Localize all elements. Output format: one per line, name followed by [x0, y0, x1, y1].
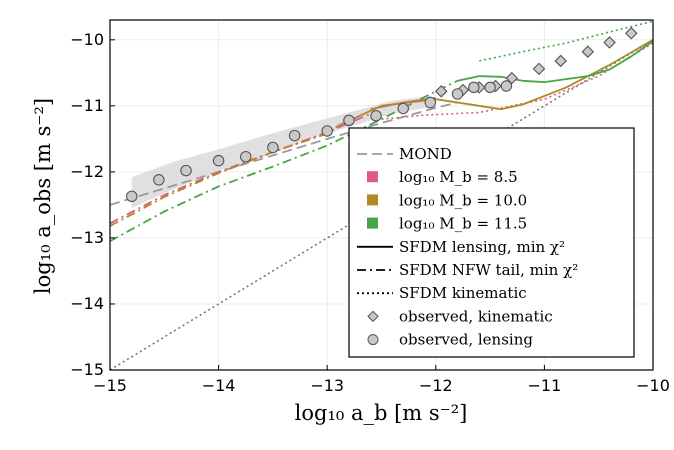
kinematic-point-9 [625, 26, 638, 40]
lensing-point-12 [451, 88, 464, 100]
x-tick-label-3: −12 [419, 376, 453, 395]
legend-label-0: MOND [399, 145, 452, 163]
legend-label-5: SFDM NFW tail, min χ² [399, 261, 578, 279]
series-line-1 [109, 39, 654, 371]
lensing-point-2 [180, 164, 192, 177]
legend-swatch-3 [367, 217, 378, 229]
legend-swatch-1 [367, 171, 378, 183]
lensing-point-4 [240, 150, 252, 163]
lensing-point-7 [321, 125, 333, 137]
uncertainty-band [131, 95, 431, 209]
kinematic-point-8 [603, 36, 616, 49]
uncertainty-band-group [131, 95, 431, 209]
legend-box [348, 127, 635, 358]
kinematic-point-5 [532, 62, 546, 76]
kinematic-point-7 [581, 45, 595, 58]
legend-label-7: observed, kinematic [399, 307, 553, 325]
kinematic-point-6 [554, 54, 567, 68]
x-tick-label-2: −13 [310, 376, 344, 395]
x-tick-label-1: −14 [202, 376, 236, 395]
x-axis-label: log₁₀ a_b [m s⁻²] [295, 401, 468, 425]
legend-swatch-2 [367, 194, 378, 206]
series-lines [109, 20, 654, 371]
y-tick-label-3: −12 [70, 162, 104, 181]
lensing-point-15 [500, 80, 513, 92]
lensing-point-3 [212, 154, 225, 167]
lensing-point-14 [484, 81, 496, 94]
series-line-3 [109, 112, 371, 225]
y-tick-label-2: −13 [70, 228, 104, 247]
legend-diamond-7 [367, 310, 379, 323]
y-tick-label-4: −11 [70, 96, 104, 115]
y-tick-label-1: −14 [70, 294, 104, 313]
legend-label-8: observed, lensing [399, 331, 533, 349]
y-tick-label-0: −15 [70, 360, 104, 379]
x-tick-label-5: −10 [636, 376, 670, 395]
legend-label-1: log₁₀ M_b = 8.5 [399, 168, 518, 186]
lensing-point-10 [397, 102, 409, 115]
axis-ticks: −15 −14 −13 −12 −11 −10 −15 −14 −13 −12 −11 −10 [70, 30, 670, 395]
series-line-0 [109, 101, 458, 206]
x-tick-label-0: −15 [93, 376, 127, 395]
kinematic-point-0 [434, 85, 448, 98]
x-tick-label-4: −11 [528, 376, 562, 395]
lensing-point-8 [343, 114, 355, 127]
legend-label-3: log₁₀ M_b = 11.5 [399, 215, 527, 233]
lensing-point-13 [468, 81, 480, 94]
y-tick-label-5: −10 [70, 30, 104, 49]
kinematic-point-4 [505, 71, 519, 85]
lensing-point-5 [267, 141, 279, 154]
legend: MOND log₁₀ M_b = 8.5 log₁₀ M_b = 10.0 log₁₀… [348, 127, 635, 358]
lensing-point-6 [288, 129, 301, 142]
lensing-point-0 [125, 190, 138, 203]
legend-label-4: SFDM lensing, min χ² [399, 238, 565, 256]
lensing-point-1 [153, 174, 165, 186]
legend-circle-8 [367, 334, 379, 346]
legend-label-2: log₁₀ M_b = 10.0 [399, 191, 527, 209]
y-axis-label: log₁₀ a_obs [m s⁻²] [31, 98, 55, 294]
observed-markers [125, 26, 638, 203]
plot-frame [109, 19, 654, 371]
series-line-4 [381, 42, 654, 120]
legend-label-6: SFDM kinematic [399, 284, 527, 302]
lensing-point-9 [370, 110, 382, 122]
lensing-point-11 [424, 96, 437, 109]
series-line-6 [109, 124, 339, 227]
series-line-7 [457, 40, 654, 83]
series-line-8 [109, 79, 458, 242]
series-line-5 [337, 39, 654, 127]
